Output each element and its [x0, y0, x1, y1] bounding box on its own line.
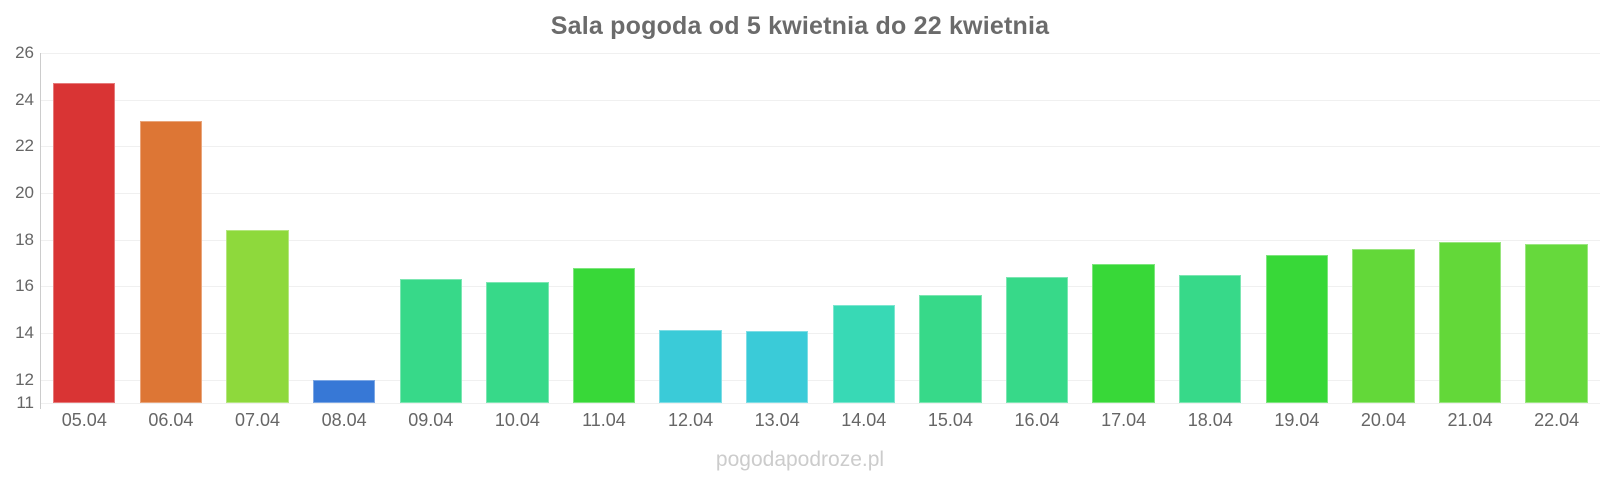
bar-07-04 — [226, 230, 289, 403]
gridline-18 — [40, 239, 1600, 241]
bar-slot-06-04 — [128, 53, 215, 403]
x-tick-label-21-04: 21.04 — [1447, 410, 1493, 430]
bar-slot-21-04 — [1427, 53, 1514, 403]
gridline-11 — [40, 403, 1600, 404]
gridline-24 — [40, 99, 1600, 101]
bar-slot-08-04 — [301, 53, 388, 403]
gridline-22 — [40, 146, 1600, 148]
gridline-20 — [40, 193, 1600, 194]
x-tick-label-08-04: 08.04 — [321, 410, 367, 430]
y-tick-label-26: 26 — [15, 43, 34, 62]
bar-slot-17-04 — [1080, 53, 1167, 403]
x-tick-label-10-04: 10.04 — [494, 410, 540, 430]
bar-slot-19-04 — [1254, 53, 1341, 403]
x-tick-label-22-04: 22.04 — [1534, 410, 1580, 430]
bar-05-04 — [53, 83, 116, 403]
x-tick-label-12-04: 12.04 — [668, 410, 714, 430]
bar-11-04 — [572, 267, 636, 403]
bar-slot-05-04 — [41, 53, 128, 403]
bar-slot-09-04 — [387, 53, 474, 403]
x-tick-label-19-04: 19.04 — [1274, 410, 1320, 430]
x-tick-label-18-04: 18.04 — [1187, 410, 1233, 430]
x-tick-label-07-04: 07.04 — [235, 410, 281, 430]
bar-06-04 — [139, 120, 203, 403]
y-tick-label-18: 18 — [15, 229, 34, 249]
plot-area — [41, 53, 1600, 403]
gridline-16 — [40, 286, 1600, 288]
bar-slot-11-04 — [561, 53, 648, 403]
x-tick-label-16-04: 16.04 — [1014, 410, 1060, 430]
x-tick-label-20-04: 20.04 — [1360, 410, 1406, 430]
bar-slot-20-04 — [1340, 53, 1427, 403]
bar-10-04 — [486, 281, 549, 403]
y-tick-label-20: 20 — [15, 183, 34, 202]
x-tick-label-09-04: 09.04 — [408, 410, 454, 430]
bar-slot-10-04 — [474, 53, 561, 403]
bar-16-04 — [1005, 277, 1069, 403]
bar-18-04 — [1179, 274, 1242, 403]
bar-slot-12-04 — [647, 53, 734, 403]
y-tick-label-12: 12 — [15, 369, 34, 389]
x-tick-label-13-04: 13.04 — [754, 410, 800, 430]
y-tick-label-24: 24 — [15, 89, 34, 109]
bar-08-04 — [312, 379, 376, 403]
bar-slot-14-04 — [820, 53, 907, 403]
gridline-12 — [40, 379, 1600, 381]
bar-20-04 — [1352, 249, 1415, 403]
bar-12-04 — [659, 329, 722, 403]
bar-slot-07-04 — [214, 53, 301, 403]
bar-slot-15-04 — [907, 53, 994, 403]
x-tick-label-05-04: 05.04 — [61, 410, 107, 430]
y-axis-line — [40, 53, 41, 409]
x-tick-label-15-04: 15.04 — [927, 410, 973, 430]
bar-slot-18-04 — [1167, 53, 1254, 403]
bar-17-04 — [1092, 264, 1155, 403]
x-axis-labels: 05.04 06.04 07.04 08.04 09.04 10.04 11.04 12.04… — [41, 410, 1600, 431]
bar-14-04 — [832, 305, 895, 403]
x-tick-label-11-04: 11.04 — [582, 410, 626, 430]
bar-21-04 — [1438, 242, 1502, 403]
x-tick-label-14-04: 14.04 — [841, 410, 887, 430]
bar-22-04 — [1525, 244, 1588, 403]
bar-slot-16-04 — [994, 53, 1081, 403]
y-tick-label-16: 16 — [15, 276, 34, 296]
bar-15-04 — [919, 294, 982, 403]
bar-slot-13-04 — [734, 53, 821, 403]
x-tick-label-17-04: 17.04 — [1101, 410, 1147, 430]
y-tick-label-14: 14 — [15, 323, 34, 342]
y-tick-label-11: 11 — [16, 393, 34, 412]
chart-title: Sala pogoda od 5 kwietnia do 22 kwietnia — [550, 12, 1050, 40]
watermark: pogodapodroze.pl — [715, 448, 885, 471]
gridline-26 — [40, 53, 1600, 54]
bar-slot-22-04 — [1513, 53, 1600, 403]
bar-13-04 — [746, 330, 809, 403]
x-tick-label-06-04: 06.04 — [148, 410, 194, 430]
gridline-14 — [40, 333, 1600, 334]
y-tick-label-22: 22 — [15, 136, 34, 156]
bar-09-04 — [399, 279, 462, 403]
bar-19-04 — [1265, 254, 1328, 403]
